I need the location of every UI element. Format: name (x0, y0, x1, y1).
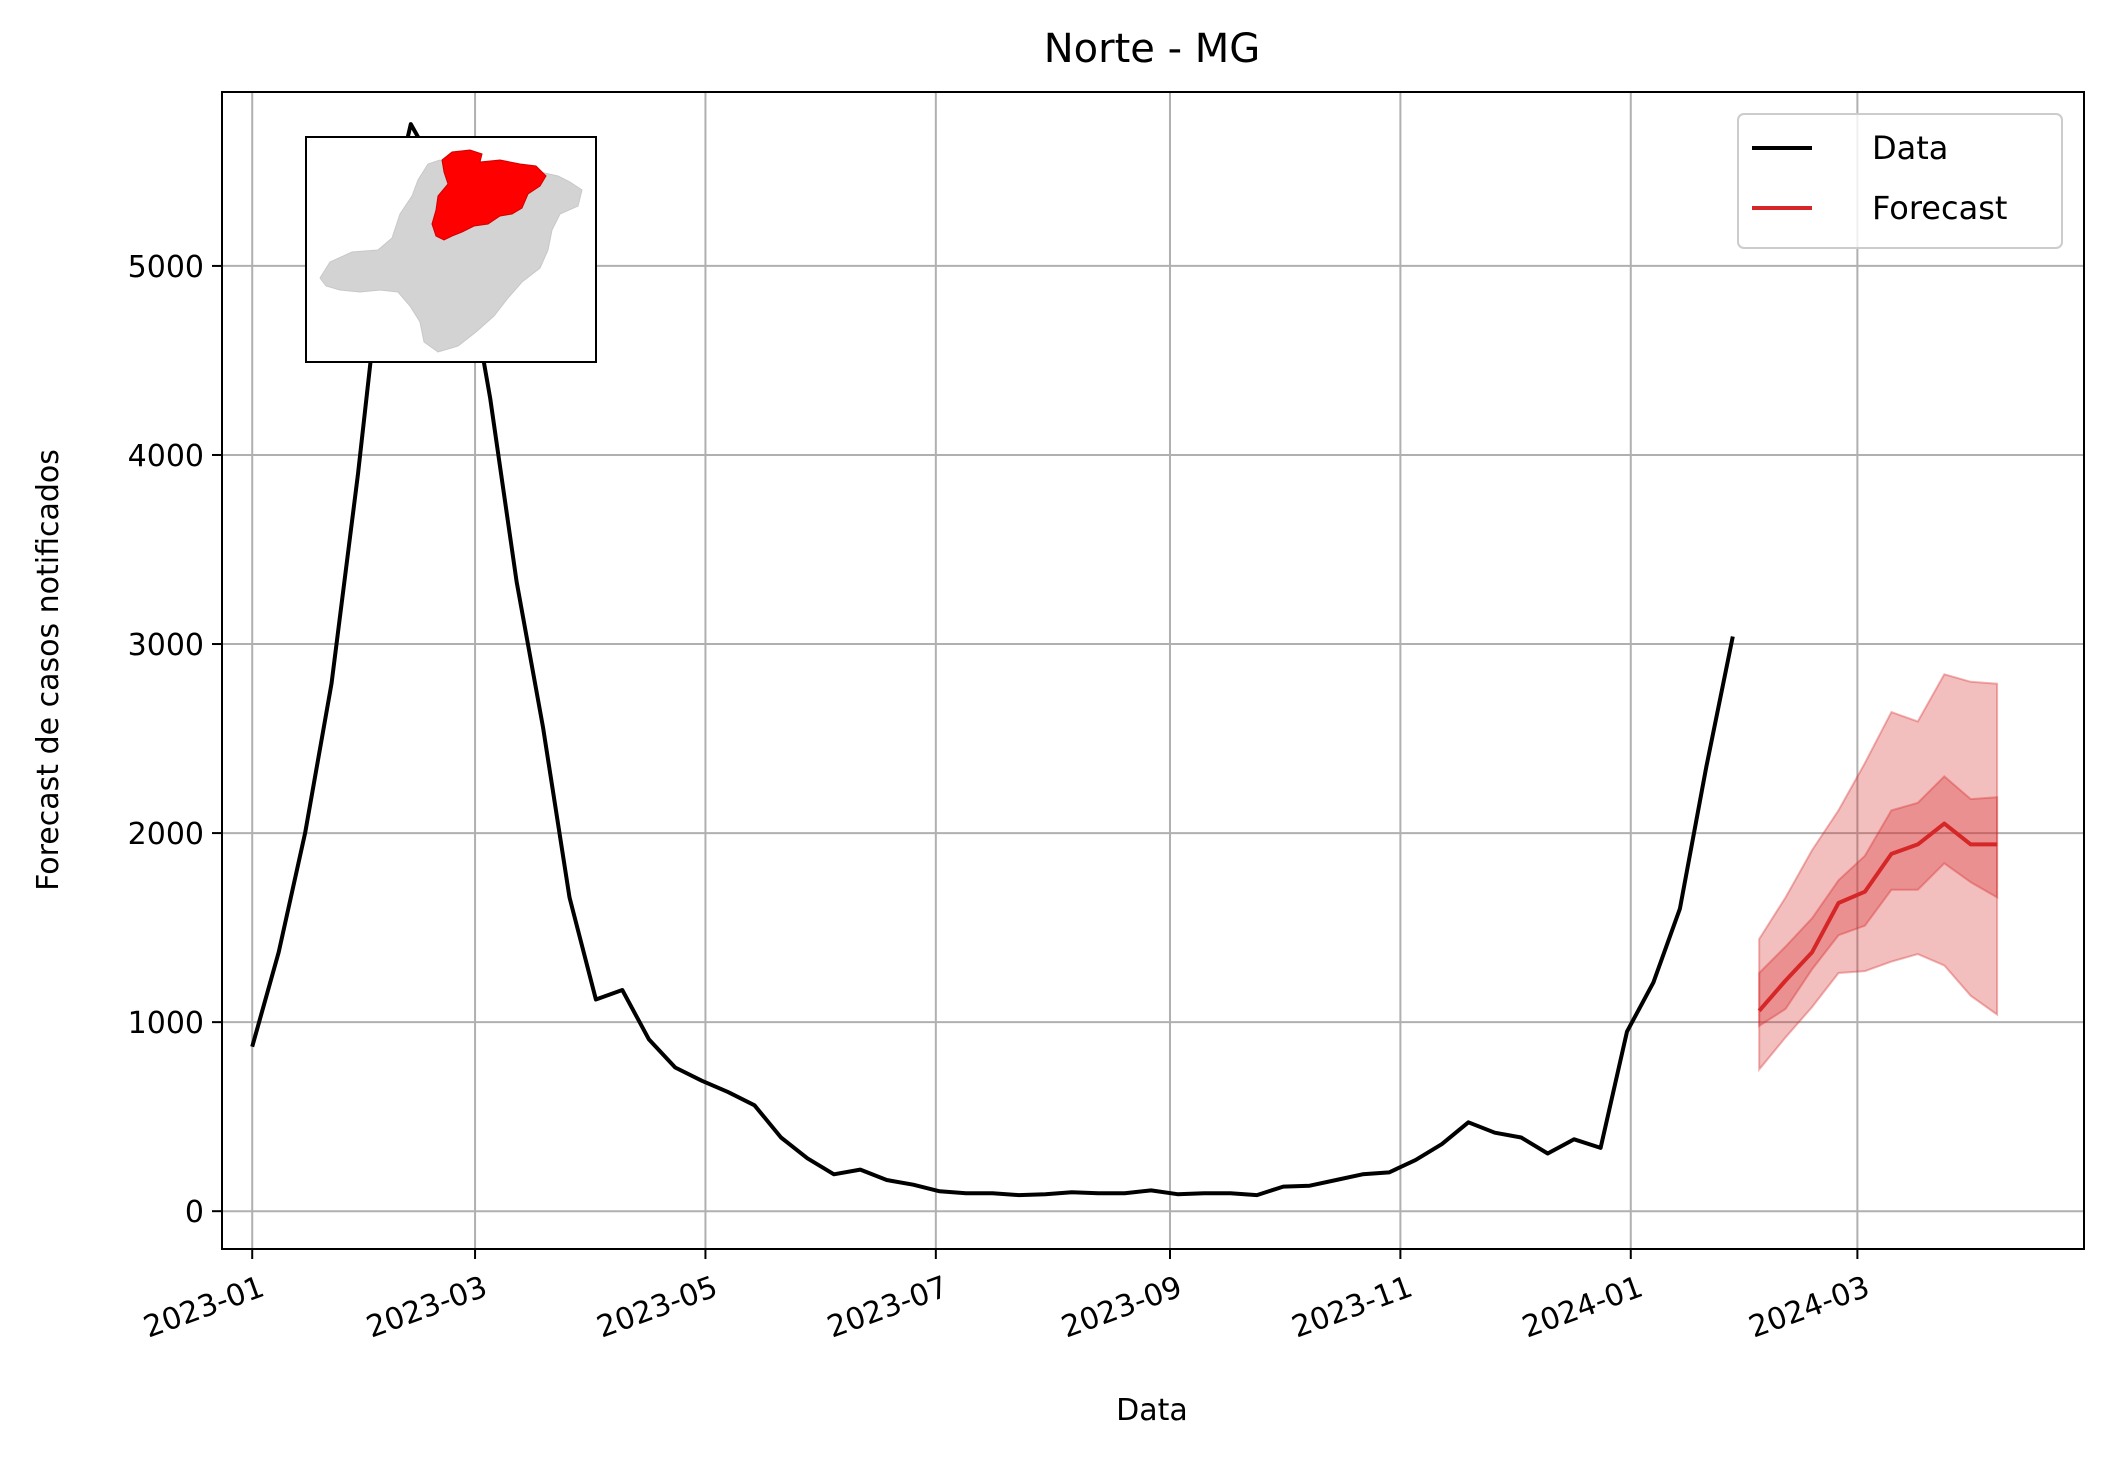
y-tick-label: 2000 (128, 817, 204, 852)
plot-frame (221, 91, 2085, 1250)
norte-region-highlight (431, 149, 547, 241)
legend-label-data: Data (1872, 129, 1948, 167)
forecast-inner-interval (1758, 775, 1999, 1028)
series-line-data (250, 122, 1735, 1198)
inset-map (305, 136, 597, 363)
y-tick-label: 3000 (128, 628, 204, 663)
chart-title: Norte - MG (1044, 26, 1261, 72)
y-tick-label: 5000 (128, 250, 204, 285)
legend: Data Forecast (1737, 113, 2063, 249)
y-tick-label: 4000 (128, 439, 204, 474)
x-axis-title: Data (1116, 1393, 1188, 1428)
y-tick-label: 0 (185, 1195, 204, 1230)
y-axis-title: Forecast de casos notificados (31, 449, 66, 891)
series-line-forecast (1757, 821, 1998, 1013)
legend-box (1737, 113, 2063, 249)
y-axis: 0 1000 2000 3000 4000 5000 (128, 250, 222, 1230)
legend-label-forecast: Forecast (1872, 189, 2007, 227)
series-lines (250, 122, 1998, 1198)
grid (222, 92, 2084, 1249)
y-tick-label: 1000 (128, 1006, 204, 1041)
